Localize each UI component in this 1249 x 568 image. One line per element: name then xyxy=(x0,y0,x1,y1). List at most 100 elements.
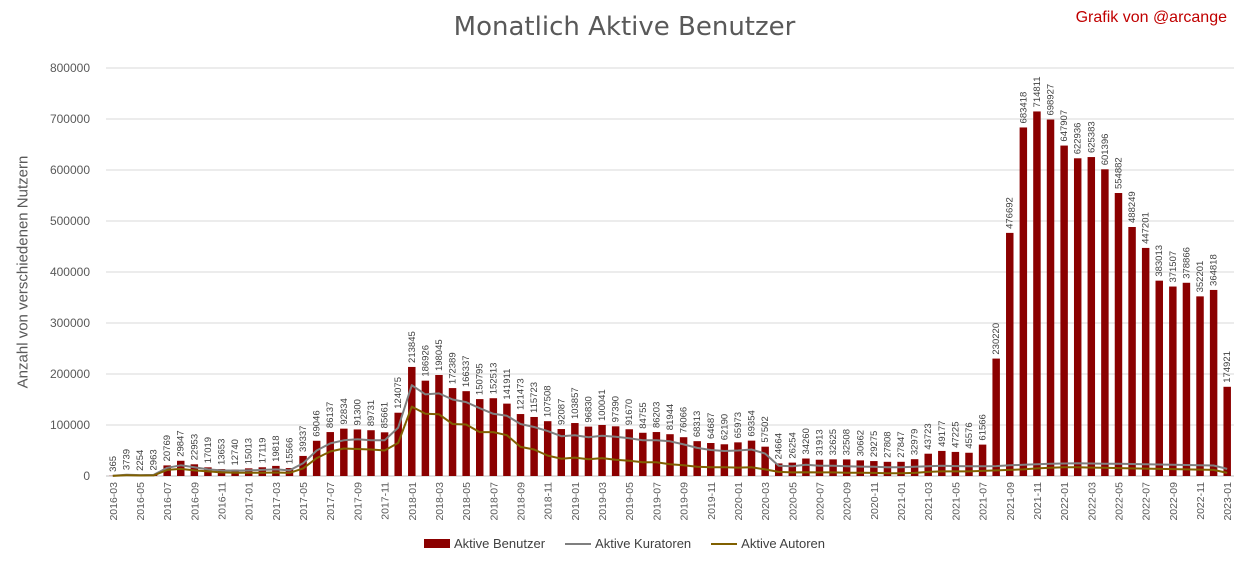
bar xyxy=(462,391,470,476)
bar xyxy=(475,399,484,476)
data-label: 107508 xyxy=(543,385,554,417)
x-tick-label: 2021-05 xyxy=(950,482,962,521)
bar xyxy=(1196,296,1204,476)
data-label: 601396 xyxy=(1100,134,1111,166)
bar xyxy=(856,460,865,476)
x-tick-layer: 2016-03 2016-05 2016-07 2016-09 2016-11 2017-… xyxy=(108,482,1234,521)
bar xyxy=(489,398,498,476)
bar xyxy=(761,446,769,476)
x-tick-label: 2017-03 xyxy=(271,482,283,521)
bar xyxy=(883,461,892,476)
data-label: 81944 xyxy=(665,404,676,430)
data-label: 13653 xyxy=(217,439,228,465)
data-label: 476692 xyxy=(1005,197,1016,229)
data-label: 141911 xyxy=(502,369,513,400)
data-label: 20769 xyxy=(162,435,173,461)
x-tick-label: 2018-05 xyxy=(461,482,473,521)
data-label: 2963 xyxy=(149,449,160,470)
data-label: 2254 xyxy=(135,450,146,471)
legend-item-autoren: Aktive Autoren xyxy=(711,536,825,551)
bar xyxy=(978,444,987,476)
data-label: 32508 xyxy=(842,429,853,455)
data-label: 45576 xyxy=(964,422,975,448)
x-tick-label: 2016-05 xyxy=(135,482,147,521)
data-label: 647907 xyxy=(1059,110,1070,142)
bar xyxy=(340,428,348,476)
bar xyxy=(802,458,810,476)
bar xyxy=(367,430,375,476)
data-label: 49177 xyxy=(937,420,948,446)
data-label: 150795 xyxy=(475,363,486,395)
bar xyxy=(380,432,389,476)
bar xyxy=(1141,247,1150,476)
bar xyxy=(652,432,661,476)
legend-swatch-benutzer xyxy=(424,539,450,548)
bar xyxy=(666,434,674,476)
bar xyxy=(503,403,511,476)
y-tick-label: 800000 xyxy=(50,61,90,75)
data-label: 714811 xyxy=(1032,76,1043,107)
line-kuratoren xyxy=(112,384,1228,477)
bar xyxy=(530,416,538,476)
bar xyxy=(1033,111,1041,477)
bar xyxy=(720,444,729,476)
chart-title: Monatlich Aktive Benutzer xyxy=(453,12,796,42)
bar xyxy=(326,432,334,476)
data-label: 26254 xyxy=(787,432,798,458)
bar xyxy=(951,451,960,476)
legend-item-benutzer: Aktive Benutzer xyxy=(424,536,545,551)
data-label: 365 xyxy=(108,456,119,472)
data-label: 29275 xyxy=(869,431,880,457)
data-label: 371507 xyxy=(1168,251,1179,283)
x-tick-label: 2017-09 xyxy=(352,482,364,521)
data-label: 47225 xyxy=(950,421,961,447)
x-tick-label: 2020-07 xyxy=(814,482,826,521)
x-tick-label: 2016-11 xyxy=(217,482,229,520)
legend-label-autoren: Aktive Autoren xyxy=(741,536,825,551)
data-label: 186926 xyxy=(420,345,431,377)
data-label: 86137 xyxy=(325,402,336,428)
bar xyxy=(1128,226,1136,476)
data-label: 32625 xyxy=(828,429,839,455)
data-label: 213845 xyxy=(407,331,418,363)
data-label: 622936 xyxy=(1073,123,1084,155)
data-label: 124075 xyxy=(393,377,404,409)
y-tick-label: 0 xyxy=(83,469,90,483)
data-label: 61566 xyxy=(978,414,989,440)
x-tick-label: 2021-11 xyxy=(1032,482,1044,520)
x-tick-label: 2022-03 xyxy=(1086,482,1098,521)
data-label: 152513 xyxy=(488,363,499,395)
x-tick-label: 2020-11 xyxy=(869,482,881,520)
legend-label-benutzer: Aktive Benutzer xyxy=(454,536,546,551)
data-label: 100041 xyxy=(597,389,608,421)
data-label: 76066 xyxy=(679,407,690,433)
bar xyxy=(897,461,905,476)
bar xyxy=(353,429,362,476)
y-tick-label: 400000 xyxy=(50,265,90,279)
data-label: 115723 xyxy=(529,382,540,413)
data-label: 91300 xyxy=(352,399,363,425)
bar xyxy=(1114,193,1123,476)
x-tick-label: 2016-03 xyxy=(108,482,120,521)
data-label: 625383 xyxy=(1086,121,1097,153)
data-label: 12740 xyxy=(230,439,241,465)
bar xyxy=(557,429,566,476)
data-label: 15013 xyxy=(244,438,255,464)
x-tick-label: 2022-09 xyxy=(1168,482,1180,521)
bar xyxy=(516,414,525,476)
bar xyxy=(842,459,851,476)
data-label: 198045 xyxy=(434,339,445,371)
bar xyxy=(747,440,756,476)
x-tick-label: 2023-01 xyxy=(1222,482,1234,521)
data-label: 32979 xyxy=(910,429,921,455)
data-label: 554882 xyxy=(1113,157,1124,189)
credit-label: Grafik von @arcange xyxy=(1075,9,1227,26)
bar xyxy=(543,421,552,476)
data-label: 92834 xyxy=(339,398,350,424)
bar xyxy=(299,455,307,476)
bar xyxy=(815,459,824,476)
x-tick-label: 2017-11 xyxy=(380,482,392,520)
data-label: 97390 xyxy=(611,396,622,422)
y-tick-label: 600000 xyxy=(50,163,90,177)
